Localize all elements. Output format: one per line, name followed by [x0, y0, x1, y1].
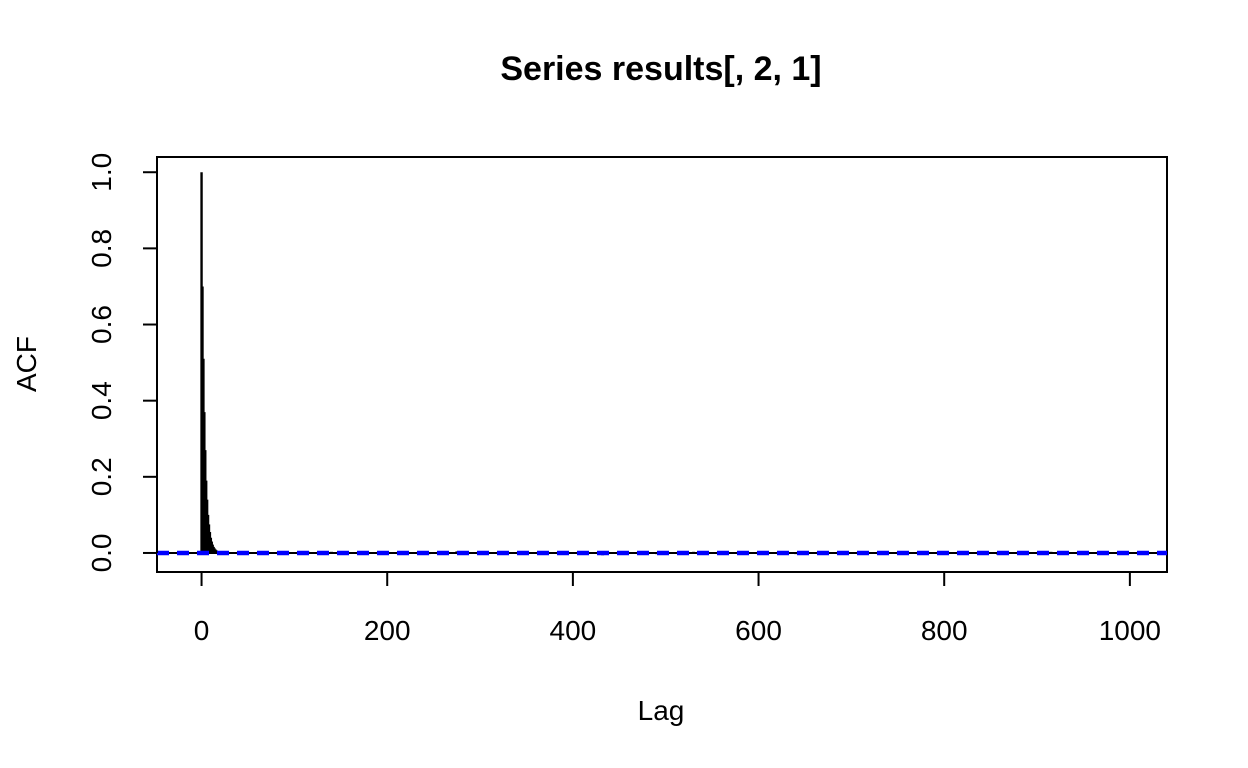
y-tick-label: 0.6	[86, 305, 117, 344]
x-tick-label: 400	[550, 615, 597, 646]
y-axis: 0.0 0.2 0.4 0.6 0.8 1.0	[86, 153, 158, 572]
y-tick-label: 0.8	[86, 229, 117, 268]
x-tick-label: 1000	[1099, 615, 1161, 646]
y-tick-label: 0.0	[86, 533, 117, 572]
y-axis-label: ACF	[11, 336, 42, 392]
acf-bars	[157, 172, 1167, 556]
x-tick-label: 0	[194, 615, 210, 646]
x-tick-label: 200	[364, 615, 411, 646]
plot-frame	[156, 156, 1168, 573]
y-tick-label: 0.2	[86, 457, 117, 496]
x-axis: 0 200 400 600 800 1000	[194, 571, 1161, 646]
y-tick-label: 0.4	[86, 381, 117, 420]
x-axis-label: Lag	[638, 695, 685, 726]
y-tick-label: 1.0	[86, 153, 117, 192]
x-tick-label: 800	[921, 615, 968, 646]
chart-title: Series results[, 2, 1]	[500, 50, 821, 88]
x-tick-label: 600	[735, 615, 782, 646]
